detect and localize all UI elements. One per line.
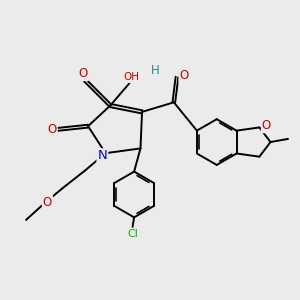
- Text: O: O: [179, 69, 189, 82]
- Text: O: O: [262, 119, 271, 132]
- Text: H: H: [150, 64, 159, 77]
- Text: O: O: [79, 67, 88, 80]
- Text: O: O: [47, 123, 57, 136]
- Text: N: N: [98, 149, 107, 162]
- Text: OH: OH: [123, 72, 139, 82]
- Text: O: O: [43, 196, 52, 209]
- Text: Cl: Cl: [128, 229, 139, 239]
